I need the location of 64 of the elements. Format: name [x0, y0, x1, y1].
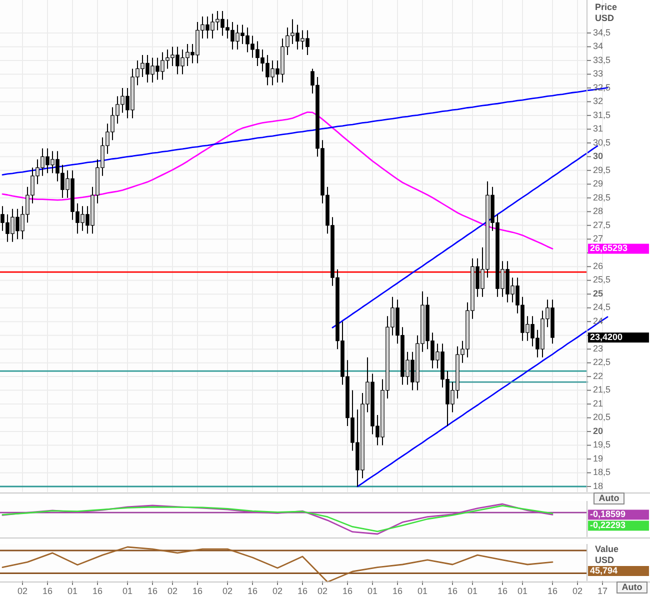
- x-tick-label: 16: [192, 586, 203, 596]
- auto-button: Auto: [616, 582, 648, 594]
- x-tick-label: 01: [367, 586, 378, 596]
- y-tick-label: 25,5: [593, 274, 611, 285]
- y-axis-title: Price USD: [595, 2, 618, 23]
- x-tick-label: 02: [222, 586, 233, 596]
- annotation: 23,4200: [590, 332, 623, 342]
- x-tick-label: 01: [67, 586, 78, 596]
- x-tick-label: 16: [247, 586, 258, 596]
- y-tick-label: 21,5: [593, 384, 611, 395]
- y-tick-label: 29,5: [593, 164, 611, 175]
- x-tick-label: 16: [342, 586, 353, 596]
- y-tick-label: 26: [593, 260, 604, 271]
- line-series: [2, 111, 554, 250]
- text: 45,794: [590, 565, 618, 576]
- x-tick-label: 01: [467, 586, 478, 596]
- y-tick-label: 34,5: [593, 27, 611, 38]
- y-tick-label: 24,5: [593, 302, 611, 312]
- y-tick-label: 31,5: [593, 110, 611, 120]
- y-tick-label: 29: [593, 178, 604, 189]
- x-tick-label: 01: [417, 586, 428, 596]
- y-tick-label: 28: [593, 206, 604, 216]
- y-tick-label: 25: [593, 288, 604, 298]
- x-tick-label: 02: [272, 586, 283, 596]
- x-tick-label: 16: [42, 586, 53, 596]
- y-tick-label: 33,5: [593, 54, 611, 65]
- y-tick-label: 23: [593, 343, 604, 354]
- x-tick-label: 16: [392, 586, 403, 596]
- y-tick-label: 31: [593, 124, 604, 134]
- x-tick-label: 02: [572, 586, 583, 596]
- y-tick-label: 20,5: [593, 412, 611, 422]
- x-tick-label: 02: [167, 586, 178, 596]
- y-tick-label: 32: [593, 96, 604, 106]
- x-tick-label: 02: [17, 586, 28, 596]
- text: -0,18599: [590, 509, 626, 520]
- auto-button: Auto: [594, 492, 624, 504]
- y-axis-title: Value USD: [595, 544, 619, 565]
- y-tick-label: 19,5: [593, 440, 611, 450]
- y-tick-label: 22: [593, 370, 604, 381]
- annotation: 26,65293: [590, 243, 628, 254]
- y-tick-label: 21: [593, 398, 604, 408]
- y-tick-label: 28,5: [593, 192, 611, 202]
- y-tick-label: 27,5: [593, 220, 611, 230]
- y-tick-label: 30: [593, 151, 604, 162]
- y-tick-label: 34: [593, 41, 604, 52]
- x-tick-label: 02: [317, 586, 328, 596]
- x-tick-label: 16: [297, 586, 308, 596]
- y-tick-label: 20: [593, 426, 604, 436]
- y-tick-label: 33: [593, 68, 604, 79]
- x-tick-label: 17: [597, 586, 608, 596]
- x-tick-label: 16: [92, 586, 103, 596]
- x-tick-label: 01: [517, 586, 528, 596]
- x-tick-label: 16: [547, 586, 558, 596]
- y-tick-label: 18,5: [593, 467, 611, 478]
- y-tick-label: 30,5: [593, 137, 611, 148]
- y-tick-label: 19: [593, 453, 604, 464]
- x-tick-label: 16: [147, 586, 158, 596]
- x-tick-label: 16: [447, 586, 458, 596]
- x-tick-label: 01: [122, 586, 133, 596]
- text: -0,22293: [590, 520, 626, 530]
- y-tick-label: 18: [593, 480, 604, 491]
- y-tick-label: 22,5: [593, 357, 611, 368]
- y-tick-label: 27: [593, 234, 604, 244]
- x-tick-label: 16: [497, 586, 508, 596]
